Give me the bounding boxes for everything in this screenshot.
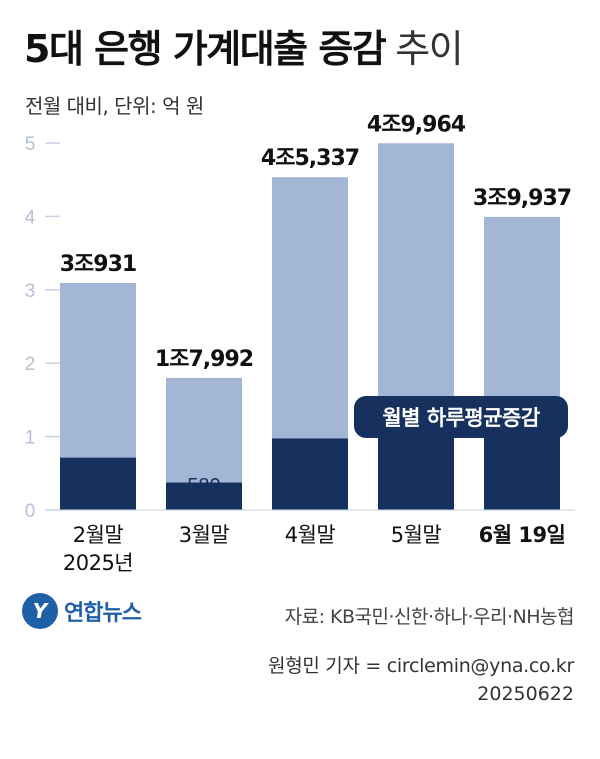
- total-value-label: 4조9,964: [367, 112, 466, 137]
- category-label: 6월 19일: [479, 523, 566, 547]
- daily-value-label: 1,612: [391, 475, 441, 497]
- bar-daily: [166, 482, 242, 510]
- bar-chart: 0 1 2 3 4 5 3조931 1,105 2월말 2025년 1조7,992 580 3월말 4조5…: [25, 112, 575, 575]
- category-sublabel: 2025년: [63, 551, 133, 575]
- daily-value-label: 580: [187, 475, 220, 497]
- y-tick-label: 5: [25, 134, 36, 155]
- y-tick-label: 3: [25, 281, 36, 302]
- total-value-label: 1조7,992: [155, 347, 253, 372]
- y-tick-label: 4: [25, 207, 36, 228]
- daily-value-label: 1,105: [73, 475, 123, 497]
- category-label: 3월말: [179, 523, 230, 547]
- category-label: 4월말: [285, 523, 336, 547]
- y-tick-label: 1: [25, 428, 36, 449]
- y-tick-label: 2: [25, 354, 36, 375]
- bar-daily: [272, 438, 348, 510]
- y-tick-label: 0: [25, 501, 36, 522]
- title-suffix: 추이: [395, 27, 463, 71]
- chart-subtitle: 전월 대비, 단위: 억 원: [25, 94, 204, 118]
- total-value-label: 3조9,937: [473, 186, 571, 211]
- publish-date: 20250622: [477, 683, 574, 705]
- series-callout: 월별 하루평균증감: [354, 396, 568, 438]
- chart-title: 5대 은행 가계대출 증감 추이: [24, 18, 464, 73]
- yonhap-logo: Y 연합뉴스: [22, 593, 142, 629]
- title-main: 5대 은행 가계대출 증감: [24, 27, 387, 71]
- category-label: 5월말: [391, 523, 442, 547]
- total-value-label: 4조5,337: [261, 146, 359, 171]
- yonhap-logo-icon: Y: [22, 593, 58, 629]
- category-label: 2월말: [73, 523, 124, 547]
- bar-daily: [60, 457, 136, 510]
- reporter-credit: 원형민 기자 = circlemin@yna.co.kr: [268, 655, 574, 677]
- yonhap-logo-text: 연합뉴스: [64, 601, 142, 626]
- daily-value-label: 2,102: [497, 475, 547, 497]
- bar-daily: [378, 433, 454, 510]
- callout-tail: [505, 437, 523, 449]
- total-value-label: 3조931: [60, 252, 136, 277]
- source-note: 자료: KB국민·신한·하나·우리·NH농협: [284, 606, 575, 628]
- daily-value-label: 1,511: [286, 475, 335, 497]
